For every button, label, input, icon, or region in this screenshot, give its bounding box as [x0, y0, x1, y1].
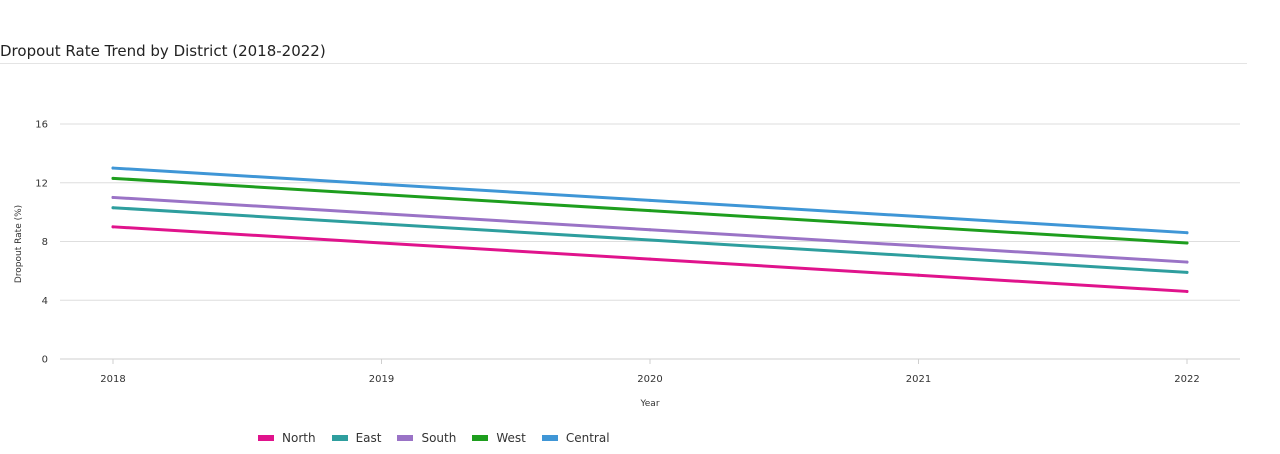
x-tick-label: 2020 — [637, 374, 662, 385]
legend-swatch — [397, 435, 414, 441]
data-point-west — [111, 176, 115, 180]
y-tick-label: 12 — [35, 178, 48, 189]
legend-item-north[interactable]: North — [258, 431, 316, 445]
data-point-central — [648, 198, 652, 202]
data-point-east — [1185, 270, 1189, 274]
legend-swatch — [331, 435, 348, 441]
data-point-west — [648, 209, 652, 213]
data-point-west — [917, 225, 920, 229]
legend-label: South — [421, 431, 457, 445]
data-point-central — [1185, 231, 1189, 235]
data-point-central — [111, 166, 115, 170]
x-tick-label: 2019 — [369, 374, 394, 385]
legend-label: East — [355, 431, 382, 445]
y-tick-label: 4 — [42, 296, 48, 307]
data-point-south — [917, 244, 920, 248]
data-point-west — [1185, 241, 1189, 245]
x-tick-label: 2021 — [906, 374, 931, 385]
data-point-north — [648, 257, 652, 261]
data-point-central — [380, 182, 383, 186]
legend-item-west[interactable]: West — [472, 431, 526, 445]
chart-title: Dropout Rate Trend by District (2018-202… — [0, 42, 326, 60]
legend-label: Central — [565, 431, 610, 445]
legend-item-central[interactable]: Central — [541, 431, 610, 445]
y-tick-label: 16 — [35, 120, 48, 131]
data-point-south — [111, 195, 115, 199]
y-tick-label: 0 — [42, 355, 48, 366]
y-axis-ticks: 0 4 8 12 16 — [35, 120, 48, 366]
legend-swatch — [258, 435, 274, 441]
legend-swatch — [472, 435, 489, 441]
x-tick-label: 2022 — [1174, 374, 1199, 385]
data-point-north — [1185, 289, 1189, 293]
data-point-south — [648, 228, 652, 232]
data-point-north — [111, 225, 115, 229]
data-point-south — [380, 212, 383, 216]
title-divider — [0, 63, 1247, 64]
legend-item-east[interactable]: East — [331, 431, 382, 445]
data-point-east — [917, 254, 920, 258]
legend-item-south[interactable]: South — [397, 431, 456, 445]
data-point-central — [917, 215, 920, 219]
x-tick-label: 2018 — [100, 374, 125, 385]
legend-label: North — [282, 431, 316, 445]
data-point-west — [380, 193, 383, 196]
legend: North East South West Central — [258, 431, 610, 445]
y-tick-label: 8 — [42, 237, 48, 248]
legend-swatch — [541, 435, 558, 441]
data-point-north — [917, 273, 920, 277]
data-point-north — [380, 241, 383, 245]
series-lines — [111, 166, 1189, 293]
data-point-east — [648, 238, 652, 242]
data-point-east — [111, 206, 115, 210]
legend-label: West — [496, 431, 526, 445]
y-axis-title: Dropout Rate (%) — [14, 205, 24, 283]
x-axis-ticks: 2018 2019 2020 2021 2022 — [100, 359, 1200, 385]
x-axis-title: Year — [639, 399, 659, 409]
data-point-south — [1185, 260, 1189, 264]
data-point-east — [380, 222, 383, 226]
